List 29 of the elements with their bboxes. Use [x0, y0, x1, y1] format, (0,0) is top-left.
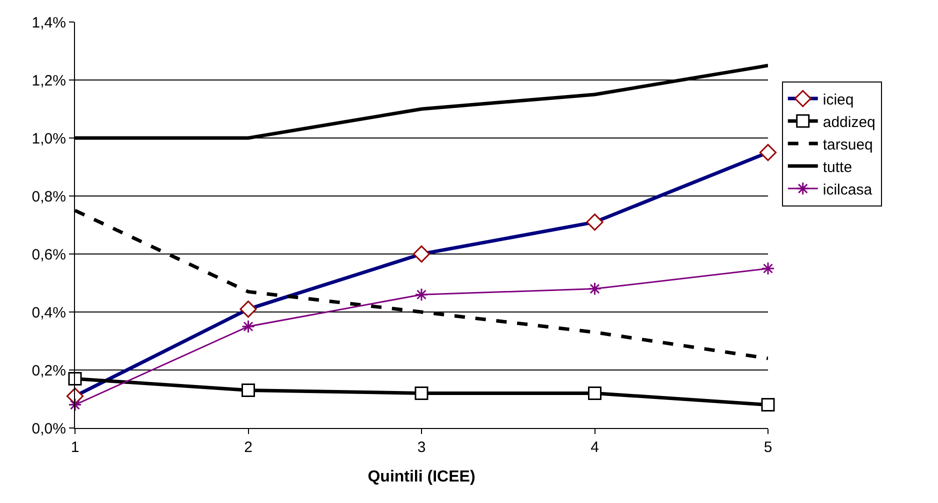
- x-tick-label: 2: [244, 439, 252, 456]
- legend-label: icieq: [822, 91, 854, 108]
- point: [68, 372, 82, 386]
- legend-label: icilcasa: [822, 181, 873, 198]
- y-tick-label: 0,6%: [32, 246, 66, 264]
- x-tick-label: 5: [764, 439, 772, 456]
- x-tick-label: 1: [70, 439, 80, 456]
- point: [414, 386, 428, 400]
- point: [414, 288, 428, 302]
- point: [761, 262, 775, 276]
- y-tick-label: 1,2%: [32, 72, 66, 90]
- legend-label: addizeq: [822, 114, 876, 131]
- legend-label: tutte: [822, 158, 852, 176]
- y-tick-label: 0,8%: [32, 188, 66, 206]
- point: [68, 398, 82, 412]
- point: [588, 386, 602, 400]
- x-axis-title: Quintili (ICEE): [368, 468, 476, 486]
- point: [588, 282, 602, 296]
- x-tick-label: 3: [417, 439, 426, 456]
- y-tick-label: 1,0%: [32, 130, 66, 148]
- y-tick-label: 0,2%: [32, 362, 66, 380]
- point: [761, 398, 775, 412]
- y-tick-label: 0,0%: [32, 420, 66, 438]
- y-tick-label: 0,4%: [32, 304, 66, 322]
- x-tick-label: 4: [590, 439, 599, 456]
- legend-label: tarsueq: [822, 136, 873, 154]
- y-tick-label: 1,4%: [32, 14, 66, 32]
- point: [242, 384, 255, 398]
- point: [242, 320, 255, 334]
